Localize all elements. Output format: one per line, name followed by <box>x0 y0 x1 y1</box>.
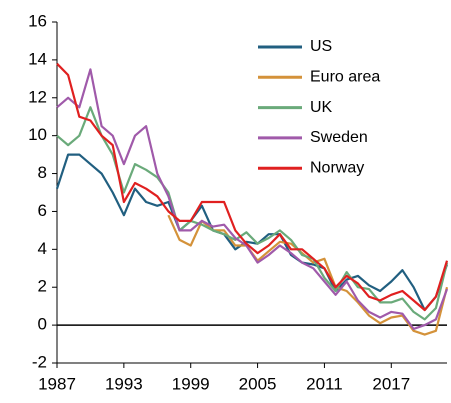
legend-label: US <box>310 38 332 55</box>
legend-label: Norway <box>310 159 364 176</box>
x-tick-label: 2011 <box>306 374 343 393</box>
x-tick-label: 1999 <box>172 374 210 393</box>
series-line <box>56 68 449 330</box>
series-line <box>56 106 449 321</box>
x-tick-label: 1993 <box>105 374 143 393</box>
y-tick-label: 8 <box>38 163 47 182</box>
legend-label: Euro area <box>310 69 380 86</box>
x-tick-label: 2005 <box>239 374 277 393</box>
series-line <box>56 62 449 312</box>
y-tick-label: 10 <box>28 125 47 144</box>
series-line <box>55 153 449 312</box>
y-tick-label: 2 <box>38 277 47 296</box>
y-tick-label: 12 <box>28 87 47 106</box>
x-tick-label: 1987 <box>38 374 76 393</box>
x-tick-label: 2017 <box>372 374 410 393</box>
y-tick-label: 6 <box>38 201 47 220</box>
legend-label: Sweden <box>310 129 368 146</box>
y-tick-label: 14 <box>28 49 47 68</box>
y-tick-label: 4 <box>38 239 47 258</box>
y-tick-label: 0 <box>38 315 47 334</box>
y-tick-label: 16 <box>28 11 47 30</box>
y-tick-label: -2 <box>32 352 47 371</box>
legend-label: UK <box>310 99 333 116</box>
